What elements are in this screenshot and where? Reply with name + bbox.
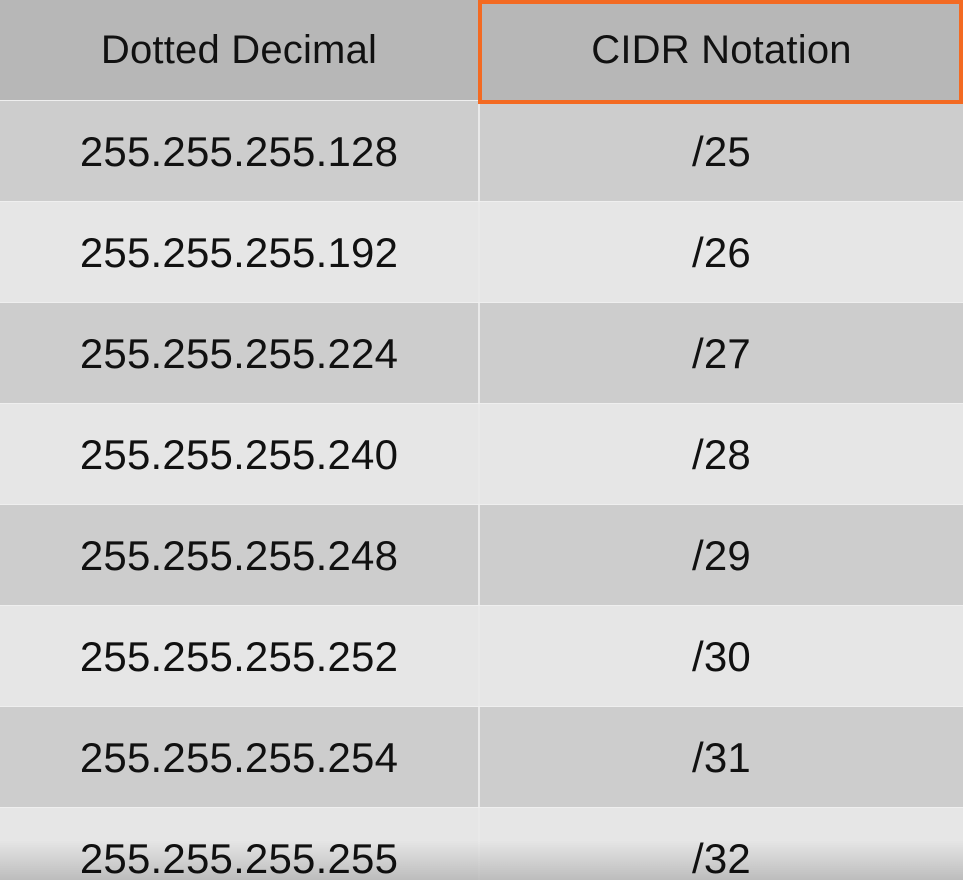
table-row: 255.255.255.255 /32 bbox=[0, 807, 963, 880]
cidr-cell: /29 bbox=[480, 505, 963, 606]
dotted-decimal-cell: 255.255.255.254 bbox=[0, 707, 480, 808]
table-row: 255.255.255.254 /31 bbox=[0, 706, 963, 808]
cidr-cell: /32 bbox=[480, 808, 963, 880]
dotted-decimal-cell: 255.255.255.248 bbox=[0, 505, 480, 606]
dotted-decimal-cell: 255.255.255.128 bbox=[0, 101, 480, 202]
dotted-decimal-cell: 255.255.255.224 bbox=[0, 303, 480, 404]
table-row: 255.255.255.252 /30 bbox=[0, 605, 963, 707]
cidr-cell: /27 bbox=[480, 303, 963, 404]
table-row: 255.255.255.128 /25 bbox=[0, 100, 963, 202]
table-row: 255.255.255.224 /27 bbox=[0, 302, 963, 404]
table-row: 255.255.255.240 /28 bbox=[0, 403, 963, 505]
table-row: 255.255.255.192 /26 bbox=[0, 201, 963, 303]
header-dotted-decimal: Dotted Decimal bbox=[0, 0, 480, 101]
table-row: 255.255.255.248 /29 bbox=[0, 504, 963, 606]
cidr-cell: /25 bbox=[480, 101, 963, 202]
cidr-cell: /30 bbox=[480, 606, 963, 707]
dotted-decimal-cell: 255.255.255.192 bbox=[0, 202, 480, 303]
cidr-cell: /26 bbox=[480, 202, 963, 303]
cidr-cell: /28 bbox=[480, 404, 963, 505]
dotted-decimal-cell: 255.255.255.240 bbox=[0, 404, 480, 505]
dotted-decimal-cell: 255.255.255.252 bbox=[0, 606, 480, 707]
dotted-decimal-cell: 255.255.255.255 bbox=[0, 808, 480, 880]
header-cidr-notation: CIDR Notation bbox=[480, 0, 963, 101]
cidr-cell: /31 bbox=[480, 707, 963, 808]
table-header-row: Dotted Decimal CIDR Notation bbox=[0, 0, 963, 101]
